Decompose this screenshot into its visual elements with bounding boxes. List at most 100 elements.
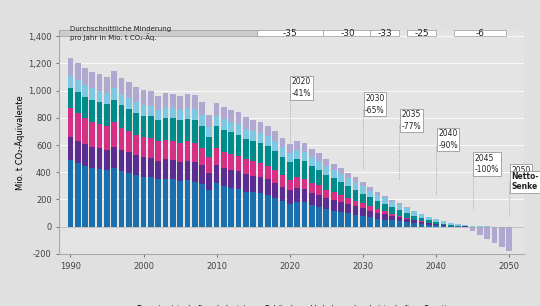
Bar [104, 126, 110, 150]
Bar [411, 216, 417, 219]
Bar [309, 166, 315, 183]
Bar [287, 180, 293, 190]
Bar [367, 197, 373, 206]
Bar [265, 166, 271, 179]
Bar [185, 180, 190, 227]
Legend: Energiewirtschaft, Industrie, Gebäude, Verkehr, Landwirtschaft, Sonstige: Energiewirtschaft, Industrie, Gebäude, V… [124, 302, 460, 306]
Bar [316, 161, 322, 170]
Bar [221, 119, 227, 130]
Bar [177, 162, 183, 181]
Bar [75, 163, 80, 227]
Bar [353, 190, 359, 201]
Bar [82, 97, 88, 118]
Bar [156, 96, 161, 110]
Bar [119, 171, 124, 227]
Bar [375, 192, 380, 195]
Bar [346, 178, 351, 186]
Bar [323, 190, 329, 198]
Bar [375, 218, 380, 227]
Bar [258, 177, 264, 193]
Bar [140, 137, 146, 157]
Bar [316, 195, 322, 207]
Bar [104, 170, 110, 227]
Bar [396, 203, 402, 205]
Bar [477, 227, 483, 235]
Bar [170, 108, 176, 118]
Bar [185, 161, 190, 180]
Bar [192, 143, 198, 162]
Bar [156, 179, 161, 227]
Bar [221, 130, 227, 151]
Text: 2040
-90%: 2040 -90% [438, 129, 458, 150]
Bar [411, 219, 417, 220]
Bar [272, 183, 278, 198]
FancyBboxPatch shape [257, 30, 323, 36]
Bar [111, 72, 117, 88]
Bar [426, 220, 431, 223]
Bar [433, 222, 439, 224]
Bar [389, 220, 395, 227]
Bar [316, 185, 322, 195]
Bar [133, 113, 139, 135]
Bar [111, 88, 117, 99]
Bar [287, 190, 293, 203]
Bar [156, 120, 161, 141]
Bar [367, 191, 373, 197]
Bar [294, 159, 300, 177]
Bar [243, 192, 249, 227]
Bar [382, 211, 388, 214]
Bar [104, 104, 110, 126]
Bar [133, 102, 139, 113]
Bar [433, 226, 439, 227]
Bar [441, 226, 446, 227]
Bar [382, 196, 388, 198]
Bar [199, 166, 205, 184]
Bar [163, 93, 168, 107]
Bar [287, 153, 293, 162]
FancyBboxPatch shape [59, 30, 260, 36]
Bar [206, 190, 212, 227]
Bar [133, 87, 139, 102]
Bar [346, 186, 351, 198]
Bar [294, 141, 300, 150]
Bar [156, 161, 161, 179]
Bar [346, 173, 351, 178]
Bar [126, 98, 132, 109]
Bar [338, 174, 344, 182]
Text: 2035
-77%: 2035 -77% [402, 110, 421, 131]
Bar [111, 168, 117, 227]
Bar [228, 122, 234, 132]
Bar [119, 150, 124, 171]
Bar [206, 115, 212, 127]
Bar [97, 102, 103, 124]
Bar [396, 205, 402, 210]
Bar [382, 214, 388, 219]
Bar [323, 175, 329, 190]
Bar [338, 168, 344, 174]
Text: 2050: 2050 [511, 166, 531, 175]
Bar [236, 189, 241, 227]
FancyBboxPatch shape [407, 30, 436, 36]
Bar [375, 213, 380, 218]
Bar [199, 102, 205, 115]
Bar [140, 177, 146, 227]
Bar [236, 124, 241, 135]
Bar [323, 159, 329, 166]
Bar [338, 182, 344, 195]
Y-axis label: Mio. t CO₂-Äquivalente: Mio. t CO₂-Äquivalente [16, 95, 25, 190]
Bar [148, 177, 154, 227]
Bar [323, 198, 329, 209]
Bar [206, 173, 212, 190]
Bar [170, 94, 176, 108]
Bar [404, 219, 410, 222]
Bar [228, 132, 234, 154]
Bar [360, 208, 366, 216]
Bar [199, 148, 205, 166]
Bar [177, 143, 183, 162]
Bar [206, 157, 212, 173]
Text: -6: -6 [475, 29, 484, 38]
FancyBboxPatch shape [454, 30, 505, 36]
Bar [148, 138, 154, 158]
Bar [367, 187, 373, 191]
Bar [90, 100, 95, 122]
